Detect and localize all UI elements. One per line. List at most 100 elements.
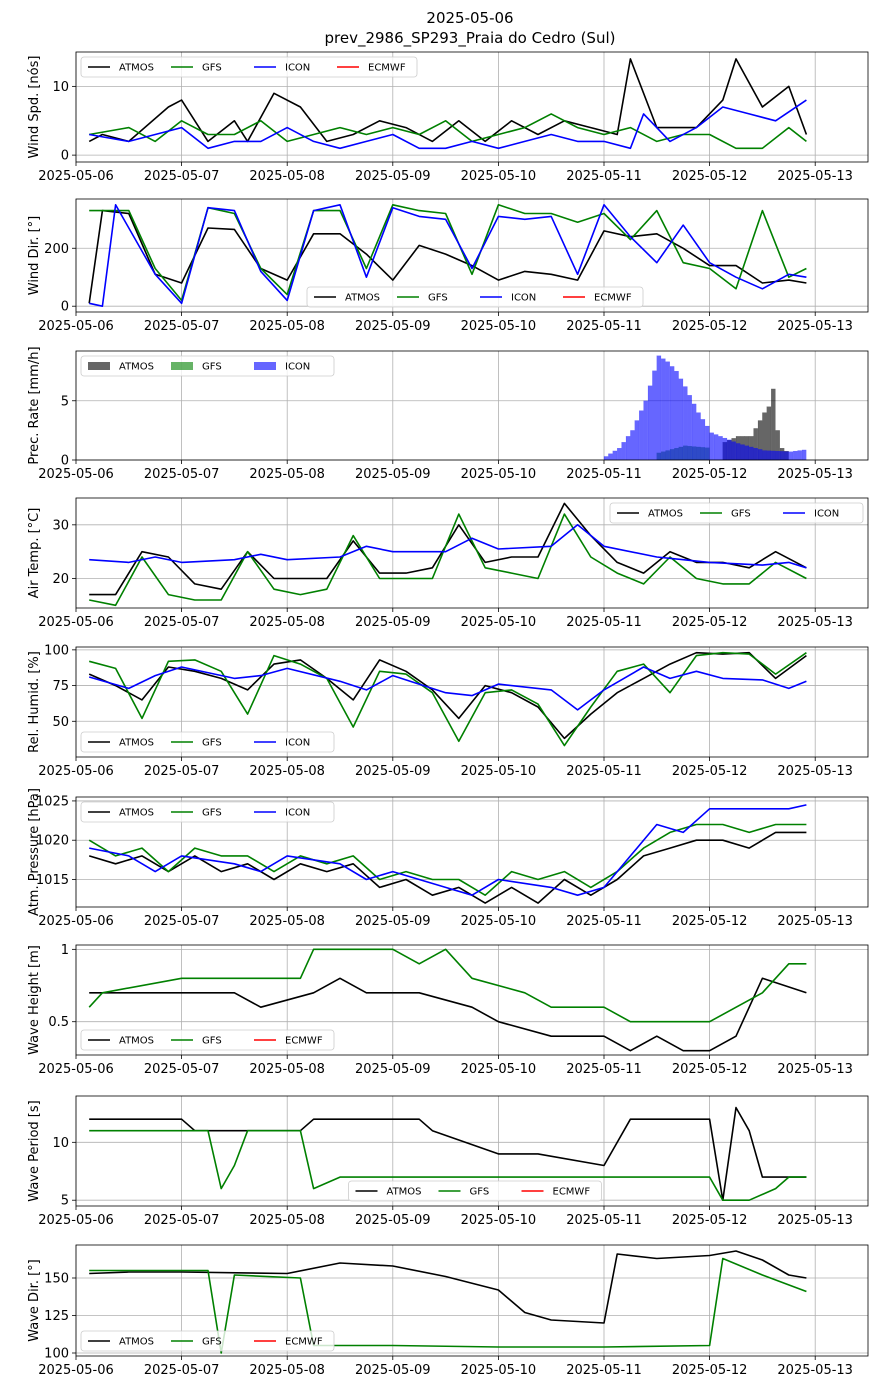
y-tick-label: 0 bbox=[61, 300, 69, 315]
y-axis-label: Wave Dir. [°] bbox=[27, 1259, 42, 1342]
x-tick-label: 2025-05-12 bbox=[672, 1213, 748, 1228]
bar-icon bbox=[757, 449, 763, 460]
bar-icon bbox=[687, 395, 692, 460]
figure-title-line1: 2025-05-06 bbox=[426, 9, 513, 27]
bar-icon bbox=[735, 443, 741, 460]
bar-icon bbox=[788, 451, 794, 460]
y-tick-label: 20 bbox=[52, 572, 69, 587]
y-tick-label: 0 bbox=[61, 149, 69, 164]
x-tick-label: 2025-05-11 bbox=[566, 914, 642, 929]
legend-label: ATMOS bbox=[119, 63, 154, 74]
legend-box bbox=[80, 56, 418, 78]
x-tick-label: 2025-05-11 bbox=[566, 764, 642, 779]
x-tick-label: 2025-05-13 bbox=[777, 1062, 853, 1077]
legend: ATMOS GFS ICON bbox=[609, 502, 864, 524]
legend-label: ATMOS bbox=[345, 293, 380, 304]
plot-area bbox=[88, 804, 807, 904]
bar-icon bbox=[696, 412, 701, 460]
x-tick-label: 2025-05-10 bbox=[461, 467, 537, 482]
panel-wind-dir: 2025-05-06 2025-05-07 2025-05-08 2025-05-09… bbox=[27, 198, 869, 334]
series-line-gfs bbox=[89, 1129, 807, 1201]
legend-label: ICON bbox=[285, 362, 310, 373]
plot-area bbox=[603, 355, 807, 460]
bar-icon bbox=[784, 451, 789, 460]
bar-icon bbox=[608, 453, 613, 460]
bar-icon bbox=[647, 385, 653, 460]
y-tick-label: 10 bbox=[52, 80, 69, 95]
x-tick-label: 2025-05-09 bbox=[355, 1213, 431, 1228]
y-tick-label: 1025 bbox=[36, 794, 69, 809]
bar-icon bbox=[740, 444, 745, 460]
bar-icon bbox=[643, 400, 648, 460]
bar-icon bbox=[603, 456, 609, 460]
bar-icon bbox=[705, 425, 710, 460]
legend: ATMOS GFS ICON bbox=[80, 731, 335, 753]
y-axis-label: Wave Height [m] bbox=[27, 945, 42, 1055]
x-tick-label: 2025-05-10 bbox=[461, 1363, 537, 1378]
legend-box bbox=[80, 1330, 335, 1352]
series-line-atmos bbox=[88, 831, 807, 904]
legend-box bbox=[80, 801, 335, 823]
x-tick-label: 2025-05-10 bbox=[461, 914, 537, 929]
series-line-gfs bbox=[89, 1257, 807, 1354]
y-axis-label: Wind Spd. [nós] bbox=[27, 56, 42, 159]
x-tick-label: 2025-05-10 bbox=[461, 319, 537, 334]
x-tick-label: 2025-05-12 bbox=[672, 764, 748, 779]
panel-wave-dir: 2025-05-06 2025-05-07 2025-05-08 2025-05-09… bbox=[27, 1244, 869, 1378]
x-tick-label: 2025-05-13 bbox=[777, 1213, 853, 1228]
bar-icon bbox=[775, 450, 780, 460]
series-line-gfs bbox=[89, 513, 807, 607]
bar-icon bbox=[617, 448, 622, 460]
y-tick-label: 0.5 bbox=[48, 1015, 69, 1030]
legend-label: ATMOS bbox=[119, 1337, 154, 1348]
legend-label: ATMOS bbox=[119, 738, 154, 749]
legend: ATMOS GFS ICON ECMWF bbox=[80, 56, 418, 78]
bar-icon bbox=[700, 419, 706, 460]
x-tick-label: 2025-05-11 bbox=[566, 615, 642, 630]
bar-icon bbox=[801, 449, 807, 460]
legend-label: ATMOS bbox=[119, 362, 154, 373]
legend: ATMOS GFS ICON bbox=[80, 801, 335, 823]
bar-icon bbox=[683, 386, 688, 460]
x-tick-label: 2025-05-12 bbox=[672, 1062, 748, 1077]
y-tick-label: 75 bbox=[52, 679, 69, 694]
bar-icon bbox=[612, 450, 618, 460]
legend-label: ATMOS bbox=[387, 1187, 422, 1198]
legend: ATMOS GFS ECMWF bbox=[80, 1330, 335, 1352]
plot-area bbox=[89, 502, 807, 607]
bar-icon bbox=[718, 436, 723, 460]
x-tick-label: 2025-05-06 bbox=[38, 914, 114, 929]
legend-swatch bbox=[88, 362, 110, 370]
plot-frame bbox=[75, 646, 869, 758]
series-line-atmos bbox=[88, 58, 808, 143]
bar-icon bbox=[709, 432, 714, 460]
x-tick-label: 2025-05-10 bbox=[461, 1062, 537, 1077]
legend-label: ATMOS bbox=[648, 509, 683, 520]
series-line-atmos bbox=[89, 977, 807, 1052]
x-tick-label: 2025-05-08 bbox=[249, 319, 325, 334]
panel-air-temp: 2025-05-06 2025-05-07 2025-05-08 2025-05-09… bbox=[27, 497, 869, 630]
x-tick-label: 2025-05-09 bbox=[355, 1062, 431, 1077]
series-line-atmos bbox=[89, 1250, 807, 1324]
series-line-atmos bbox=[88, 651, 807, 740]
bar-icon bbox=[669, 366, 675, 460]
bar-icon bbox=[731, 441, 736, 460]
bar-icon bbox=[691, 403, 697, 460]
x-tick-label: 2025-05-08 bbox=[249, 1062, 325, 1077]
series-line-icon bbox=[89, 804, 807, 896]
x-tick-label: 2025-05-08 bbox=[249, 914, 325, 929]
x-tick-label: 2025-05-08 bbox=[249, 1363, 325, 1378]
y-tick-label: 1 bbox=[61, 943, 69, 958]
panel-pressure: 2025-05-06 2025-05-07 2025-05-08 2025-05-09… bbox=[27, 788, 869, 929]
legend-box bbox=[348, 1180, 602, 1202]
x-tick-label: 2025-05-09 bbox=[355, 319, 431, 334]
x-tick-label: 2025-05-11 bbox=[566, 1213, 642, 1228]
bar-icon bbox=[665, 361, 670, 460]
x-tick-label: 2025-05-10 bbox=[461, 764, 537, 779]
bar-icon bbox=[625, 436, 631, 460]
x-tick-label: 2025-05-10 bbox=[461, 169, 537, 184]
x-tick-label: 2025-05-06 bbox=[38, 319, 114, 334]
legend-label: ATMOS bbox=[119, 1036, 154, 1047]
legend-label: ICON bbox=[285, 808, 310, 819]
x-tick-label: 2025-05-13 bbox=[777, 467, 853, 482]
